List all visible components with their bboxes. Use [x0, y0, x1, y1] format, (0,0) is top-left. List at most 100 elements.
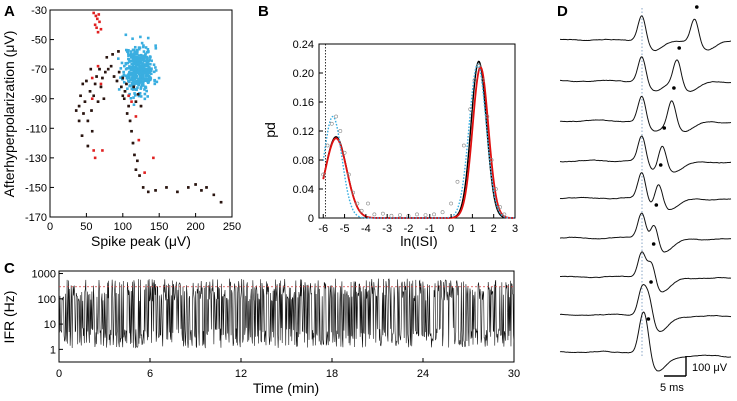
cluster-blue-point: [127, 57, 130, 61]
cluster-blue-point: [146, 63, 149, 67]
second-peak-marker: [651, 242, 656, 246]
spike-waveform: [559, 56, 732, 92]
histogram-point: [359, 208, 364, 213]
red-point: [90, 76, 94, 80]
cluster-blue-point: [145, 89, 148, 93]
cluster-blue-point: [148, 71, 151, 75]
x-tick-label: 24: [417, 368, 429, 380]
cluster-blue-point: [139, 81, 143, 84]
cluster-blue-point: [136, 49, 139, 53]
black-point-overlay: [81, 82, 84, 86]
cluster-blue-point: [143, 92, 147, 96]
cluster-blue-point: [127, 54, 130, 58]
cluster-blue-point: [117, 57, 120, 60]
black-point-overlay: [112, 75, 116, 78]
panel-b-frame: [318, 43, 516, 219]
x-tick-label: 0: [56, 368, 62, 380]
histogram-point: [381, 211, 385, 216]
red-point: [96, 64, 100, 68]
cluster-blue-point: [136, 80, 140, 84]
cluster-blue-point: [120, 61, 124, 65]
cluster-blue-point: [153, 78, 156, 82]
histogram-point: [346, 172, 351, 177]
cluster-blue-point: [146, 36, 150, 40]
y-tick-label: -50: [31, 35, 47, 47]
cluster-blue-point: [119, 67, 123, 70]
cluster-blue-point: [143, 67, 146, 71]
black-point-overlay: [82, 112, 85, 115]
black-point-overlay: [102, 97, 106, 100]
cluster-blue-point: [142, 59, 146, 63]
histogram-point: [338, 129, 343, 133]
black-point-overlay: [95, 75, 98, 78]
cluster-blue-point: [132, 65, 136, 69]
black-point-overlay: [176, 190, 179, 194]
red-point: [93, 156, 97, 160]
cluster-blue-point: [132, 103, 136, 107]
cluster-blue-point: [136, 61, 140, 65]
blue-dotted-curve: [322, 63, 515, 219]
panel-label-d: D: [557, 3, 568, 20]
y-tick-label: -150: [25, 182, 47, 194]
black-point-overlay: [200, 189, 203, 192]
cluster-blue-point: [142, 64, 145, 67]
black-point-overlay: [125, 112, 129, 115]
cluster-blue-point: [128, 92, 131, 96]
spike-waveform: [559, 95, 732, 133]
cluster-blue-point: [147, 69, 151, 73]
cluster-blue-point: [143, 88, 146, 91]
cluster-blue-point: [145, 58, 149, 62]
second-peak-marker: [649, 280, 653, 284]
cluster-blue-point: [139, 95, 143, 98]
black-point-overlay: [133, 153, 136, 157]
x-tick-label: 100: [114, 221, 132, 233]
cluster-blue-point: [150, 67, 153, 70]
cluster-blue-point: [146, 50, 150, 54]
black-point-overlay: [98, 67, 101, 71]
black-point-overlay: [132, 85, 135, 89]
histogram-point: [440, 210, 445, 215]
black-point-overlay: [115, 79, 119, 83]
cluster-blue-point: [144, 59, 147, 63]
panel-label-c: C: [4, 260, 15, 277]
black-point-overlay: [109, 64, 113, 68]
y-tick-label: 0.12: [293, 126, 314, 138]
histogram-point: [485, 114, 490, 119]
black-point-overlay: [219, 201, 223, 204]
y-tick-label: 0.08: [293, 155, 314, 167]
panel-b-plot: [321, 44, 515, 219]
scale-label-voltage: 100 μV: [692, 362, 728, 374]
cluster-blue-point: [142, 80, 145, 84]
cluster-blue-point: [124, 33, 128, 37]
cluster-blue-point: [142, 50, 146, 53]
cluster-blue-point: [138, 47, 141, 51]
y-tick-label: 10: [44, 319, 56, 331]
black-point-overlay: [117, 50, 120, 53]
panel-b: B -6 -5 -4 -3 -2 -1 0 1 2 3 0 0.04 0.08 0.12 0.16 0.20…: [258, 3, 518, 249]
cluster-blue-point: [139, 69, 143, 72]
cluster-blue-point: [128, 60, 131, 63]
x-tick-label: 0: [47, 221, 53, 233]
histogram-point: [461, 143, 466, 148]
black-point-overlay: [187, 186, 190, 189]
black-point-overlay: [77, 119, 81, 123]
histogram-point: [325, 143, 330, 148]
panel-c-xlabel: Time (min): [253, 380, 319, 396]
histogram-point: [472, 78, 477, 83]
cluster-blue-point: [134, 67, 138, 71]
second-peak-marker: [695, 5, 699, 9]
cluster-blue-point: [133, 78, 136, 81]
cluster-blue-point: [149, 62, 152, 66]
cluster-blue-point: [135, 65, 138, 68]
cluster-blue-point: [129, 68, 133, 72]
histogram-point: [476, 63, 481, 68]
x-tick-label: 2: [491, 223, 497, 235]
cluster-blue-point: [144, 85, 147, 89]
x-tick-label: 3: [512, 223, 518, 235]
cluster-blue-point: [131, 56, 134, 60]
cluster-blue-point: [152, 63, 156, 67]
cluster-blue-point: [146, 47, 150, 51]
cluster-blue-point: [133, 70, 137, 73]
y-tick-label: 100: [38, 294, 56, 306]
red-point: [134, 115, 138, 118]
